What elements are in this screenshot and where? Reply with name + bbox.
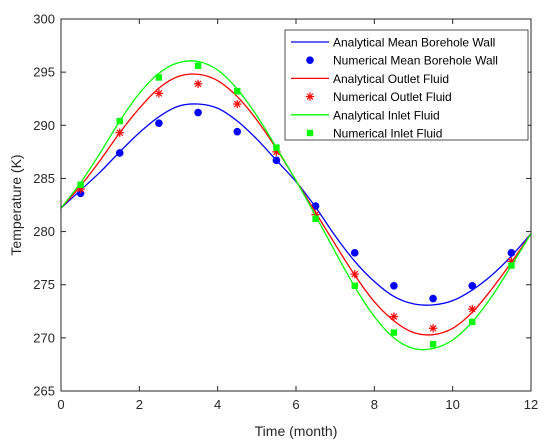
legend-marker-swatch xyxy=(306,56,314,64)
legend-box xyxy=(284,29,529,141)
axes: 0 2 4 6 8 10 12 265 270 275 280 285 290 295 300 xyxy=(33,12,538,413)
data-point xyxy=(233,127,242,136)
x-tick-label: 4 xyxy=(214,397,221,412)
series-4 xyxy=(76,79,516,333)
data-point xyxy=(154,89,164,98)
x-axis-label: Time (month) xyxy=(255,423,338,439)
data-point xyxy=(469,318,476,326)
data-point-stroke xyxy=(468,305,476,313)
legend-marker-swatch-stroke xyxy=(306,93,314,100)
data-point-stroke xyxy=(116,129,124,137)
data-point xyxy=(155,74,163,81)
y-tick-label: 300 xyxy=(33,12,55,27)
legend-entry: Analytical Outlet Fluid xyxy=(291,72,449,86)
data-point xyxy=(468,304,477,314)
data-point xyxy=(429,341,437,348)
data-point xyxy=(233,99,242,109)
series-2 xyxy=(76,108,516,303)
data-point-stroke xyxy=(194,80,202,88)
data-point xyxy=(234,88,241,95)
data-point xyxy=(194,108,202,117)
y-tick-label: 275 xyxy=(33,277,55,292)
legend-label: Numerical Outlet Fluid xyxy=(333,90,452,104)
y-tick-label: 295 xyxy=(33,65,55,80)
legend: Analytical Mean Borehole Wall Numerical M… xyxy=(284,29,529,141)
legend-entry: Analytical Inlet Fluid xyxy=(291,108,440,122)
data-point xyxy=(155,119,163,127)
data-point xyxy=(272,156,281,165)
data-point xyxy=(193,79,203,89)
y-tick-label: 285 xyxy=(33,171,55,186)
legend-marker-swatch xyxy=(305,92,315,101)
series-line xyxy=(60,60,532,351)
data-point xyxy=(429,294,437,303)
data-point xyxy=(115,149,124,157)
data-point-stroke xyxy=(429,324,437,332)
legend-label: Analytical Mean Borehole Wall xyxy=(333,36,495,50)
data-point xyxy=(389,312,399,321)
data-point xyxy=(311,202,320,210)
x-tick-label: 0 xyxy=(57,397,64,412)
series-5 xyxy=(60,60,532,351)
data-point-stroke xyxy=(351,270,359,278)
data-point xyxy=(390,281,398,290)
x-tick-label: 2 xyxy=(136,397,143,412)
y-tick-label: 290 xyxy=(33,118,55,133)
data-point-stroke xyxy=(155,90,163,97)
data-point xyxy=(115,128,124,137)
data-point-stroke xyxy=(233,100,241,108)
y-axis-label: Temperature (K) xyxy=(8,154,24,255)
data-point xyxy=(508,262,515,269)
x-tick-label: 8 xyxy=(371,397,378,412)
y-tick-label: 270 xyxy=(33,330,55,345)
legend-label: Numerical Inlet Fluid xyxy=(333,127,442,141)
data-point xyxy=(351,282,358,289)
legend-marker-swatch xyxy=(306,129,314,137)
legend-label: Numerical Mean Borehole Wall xyxy=(333,54,498,68)
legend-entry: Numerical Outlet Fluid xyxy=(305,90,452,104)
legend-entry: Analytical Mean Borehole Wall xyxy=(291,36,495,50)
x-tick-label: 6 xyxy=(292,397,299,412)
data-point xyxy=(390,329,398,336)
y-tick-label: 280 xyxy=(33,224,55,239)
data-point xyxy=(273,144,280,151)
x-tick-label: 10 xyxy=(445,397,459,412)
data-point-stroke xyxy=(390,313,398,320)
data-point xyxy=(507,249,516,257)
data-point xyxy=(428,324,438,333)
data-point xyxy=(312,215,319,223)
legend-entry: Numerical Inlet Fluid xyxy=(306,127,442,141)
series-layer xyxy=(60,60,532,351)
legend-label: Analytical Outlet Fluid xyxy=(333,72,449,86)
y-tick-label: 265 xyxy=(33,384,55,399)
legend-entry: Numerical Mean Borehole Wall xyxy=(306,54,498,68)
data-point xyxy=(350,269,359,279)
data-point xyxy=(116,117,123,125)
data-point xyxy=(468,281,477,290)
data-point xyxy=(350,249,359,257)
x-tick-label: 12 xyxy=(524,397,538,412)
data-point xyxy=(194,62,202,69)
legend-label: Analytical Inlet Fluid xyxy=(333,108,440,122)
data-point xyxy=(77,181,84,189)
series-6 xyxy=(77,62,515,348)
